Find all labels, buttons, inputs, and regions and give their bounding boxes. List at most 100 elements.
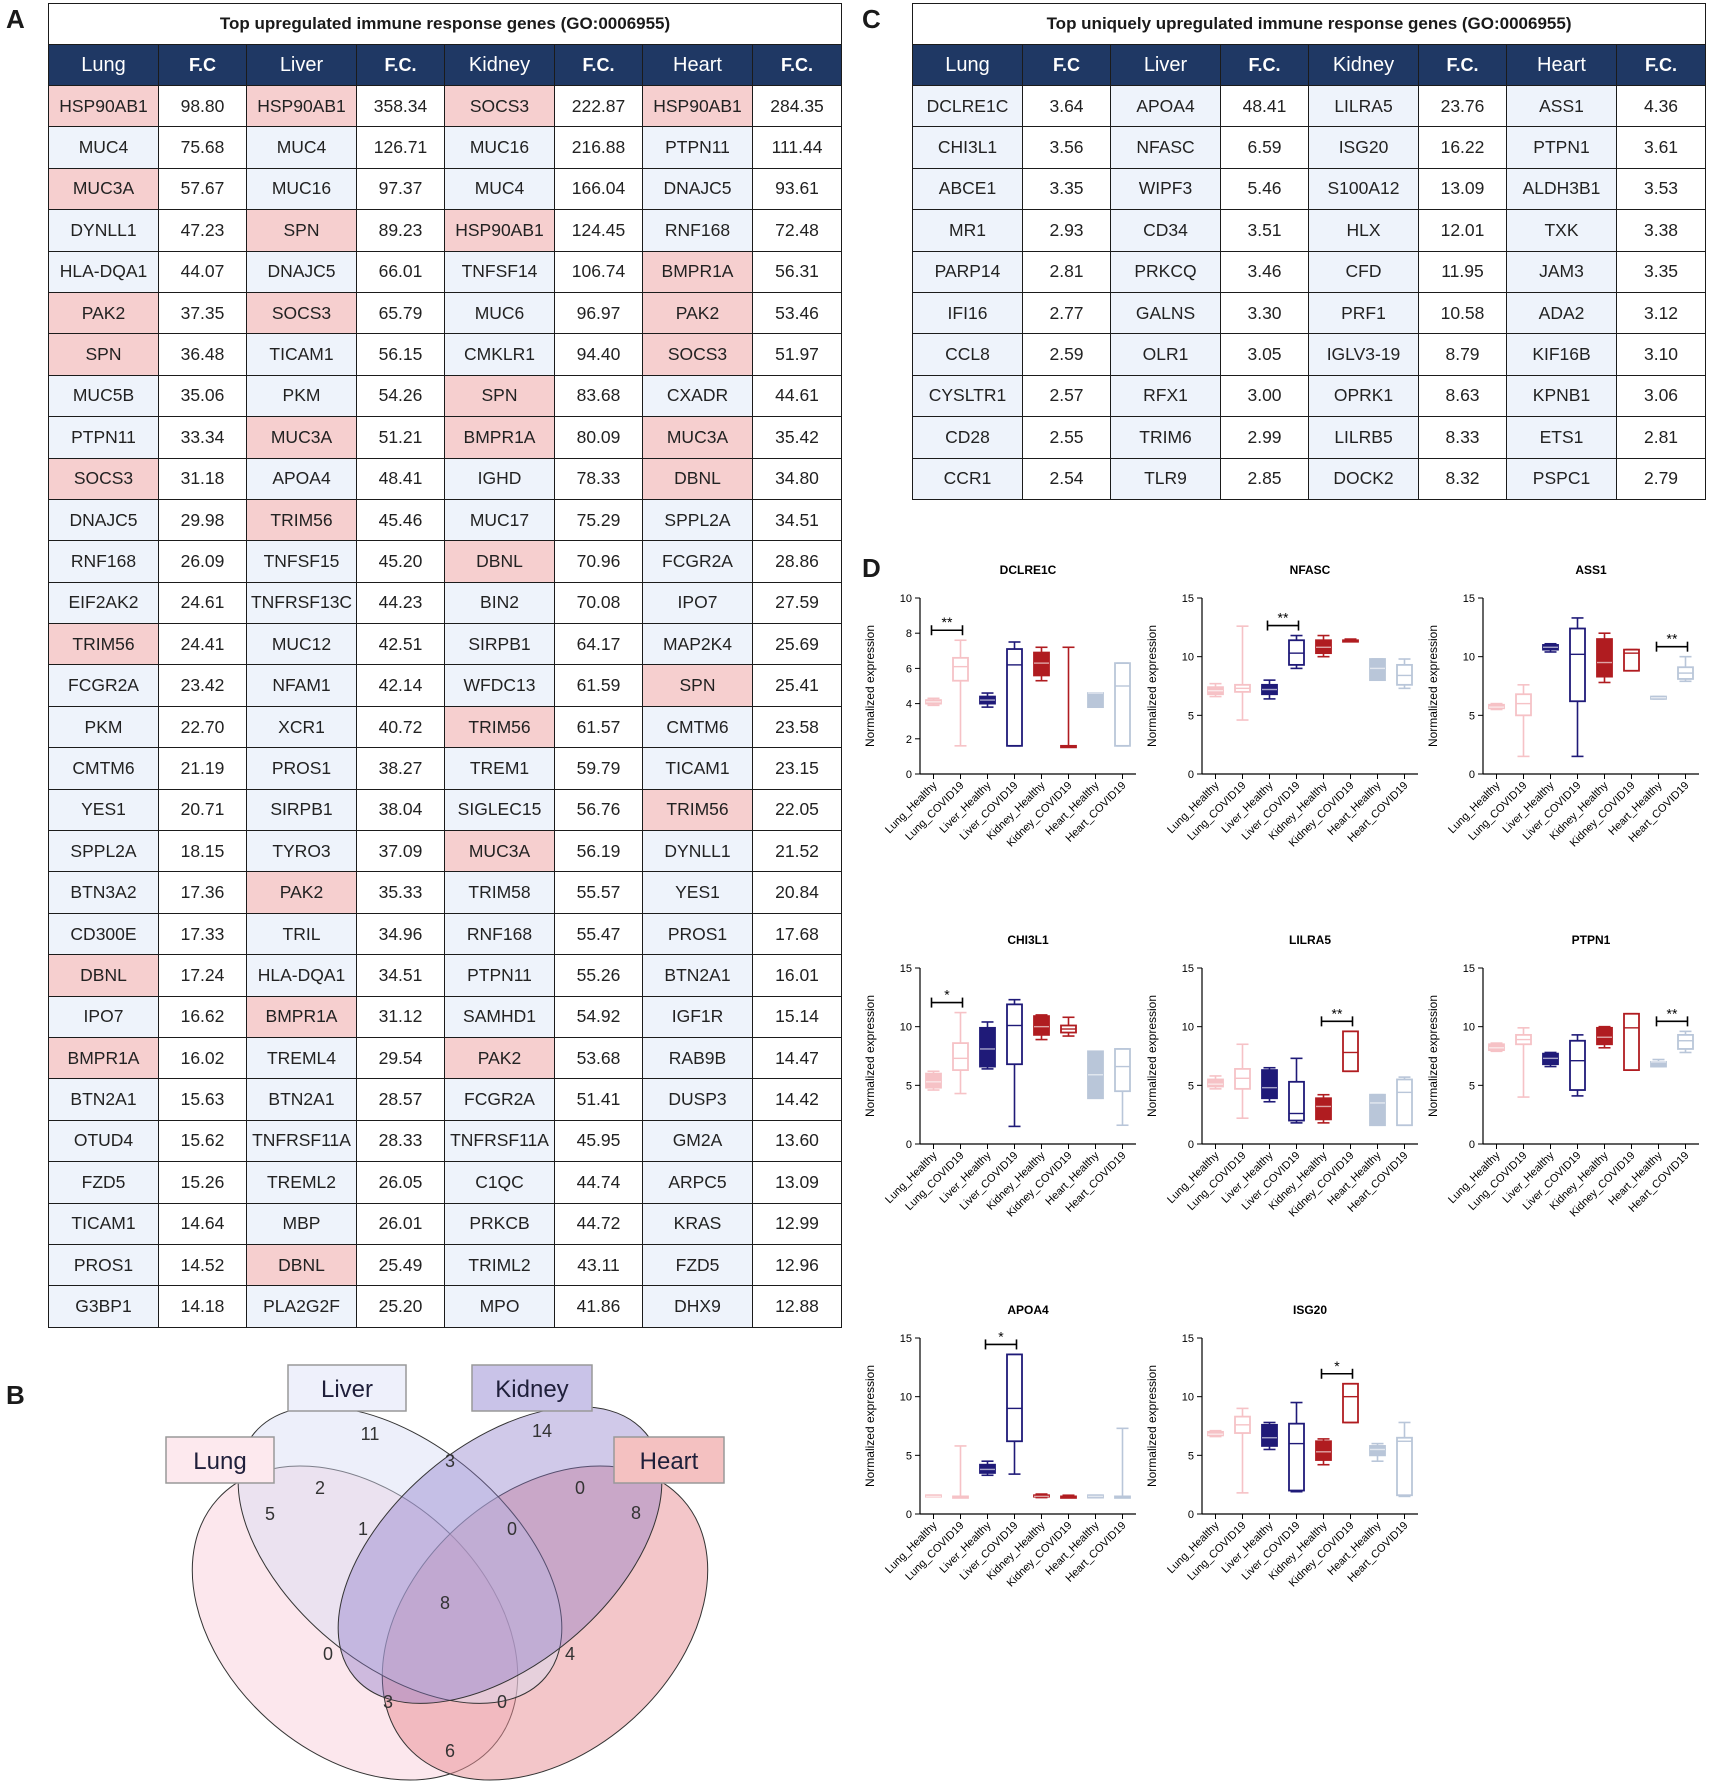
gene-cell: TNFRSF11A (246, 1119, 357, 1163)
fold-change-cell: 97.37 (356, 167, 445, 211)
box-liver-healthy (1261, 1066, 1278, 1103)
y-tick-label: 10 (1463, 652, 1475, 664)
fold-change-cell: 216.88 (554, 126, 643, 169)
plot-title: CHI3L1 (1007, 933, 1049, 947)
box-kidney-healthy (1315, 634, 1332, 658)
gene-cell-shared: SOCS3 (48, 457, 159, 500)
gene-cell: ASS1 (1506, 84, 1617, 128)
fold-change-cell: 35.42 (751, 416, 843, 459)
fold-change-cell: 3.64 (1022, 84, 1111, 128)
gene-cell: TNFRSF11A (444, 1119, 555, 1163)
y-tick-label: 15 (900, 1333, 912, 1345)
gene-cell: CD34 (1110, 209, 1221, 252)
gene-cell: IGF1R (642, 995, 753, 1038)
plot-title: ISG20 (1293, 1303, 1327, 1317)
fold-change-cell: 2.85 (1220, 457, 1309, 500)
col-header-heart: Heart (642, 44, 753, 86)
box-iqr (1006, 1003, 1023, 1066)
gene-cell: DNAJC5 (642, 167, 753, 211)
gene-cell-shared: MUC3A (48, 167, 159, 211)
fold-change-cell: 57.67 (158, 167, 247, 211)
box-heart-covid19 (1396, 1076, 1413, 1127)
fold-change-cell: 20.84 (751, 871, 843, 914)
gene-cell: CD28 (912, 416, 1023, 459)
gene-cell: SPPL2A (642, 498, 753, 542)
gene-cell: YES1 (48, 788, 159, 832)
fold-change-cell: 83.68 (554, 374, 643, 418)
table-row: SPN 36.48 TICAM1 56.15 CMKLR1 94.40 SOCS3 51.97 (48, 333, 843, 376)
gene-cell-shared: TRIM56 (246, 498, 357, 542)
fold-change-cell: 54.26 (356, 374, 445, 418)
y-tick-label: 15 (1182, 1333, 1194, 1345)
fold-change-cell: 61.59 (554, 664, 643, 707)
gene-cell: GM2A (642, 1119, 753, 1163)
table-row: FCGR2A 23.42 NFAM1 42.14 WFDC13 61.59 SPN 25.41 (48, 664, 843, 707)
y-tick-label: 5 (1469, 710, 1475, 722)
fold-change-cell: 56.76 (554, 788, 643, 832)
fold-change-cell: 93.61 (751, 167, 843, 211)
table-a-header: Lung F.C Liver F.C. Kidney F.C. Heart F.… (48, 44, 843, 86)
gene-cell: CHI3L1 (912, 126, 1023, 169)
y-tick-label: 0 (906, 769, 912, 781)
fold-change-cell: 24.61 (158, 581, 247, 625)
box-iqr (1006, 1353, 1023, 1443)
y-tick-label: 5 (1188, 1080, 1194, 1092)
y-tick-label: 0 (1188, 1139, 1194, 1151)
fold-change-cell: 40.72 (356, 705, 445, 749)
fold-change-cell: 21.52 (751, 830, 843, 873)
fold-change-cell: 13.09 (1418, 167, 1507, 211)
box-kidney-covid19 (1342, 1382, 1359, 1424)
significance-label: * (1334, 1358, 1340, 1374)
plot-title: ASS1 (1575, 563, 1607, 577)
y-tick-label: 10 (900, 593, 912, 605)
venn-label-heart: Heart (613, 1436, 725, 1484)
gene-cell-shared: BMPR1A (246, 995, 357, 1038)
fold-change-cell: 16.02 (158, 1036, 247, 1080)
col-header-heart: Heart (1506, 44, 1617, 86)
gene-cell: LILRA5 (1308, 84, 1419, 128)
fold-change-cell: 3.35 (1022, 167, 1111, 211)
fold-change-cell: 8.32 (1418, 457, 1507, 500)
venn-count-kidney-heart: 0 (575, 1478, 585, 1498)
table-row: CD28 2.55 TRIM6 2.99 LILRB5 8.33 ETS1 2.81 (912, 416, 1707, 459)
fold-change-cell: 4.36 (1615, 84, 1707, 128)
fold-change-cell: 25.41 (751, 664, 843, 707)
fold-change-cell: 3.38 (1615, 209, 1707, 252)
gene-cell-shared: TRIM56 (48, 623, 159, 666)
fold-change-cell: 51.21 (356, 416, 445, 459)
gene-cell: SIRPB1 (444, 623, 555, 666)
gene-cell-shared: MUC3A (444, 830, 555, 873)
fold-change-cell: 70.08 (554, 581, 643, 625)
gene-cell: PROS1 (48, 1243, 159, 1287)
gene-cell: TREM1 (444, 747, 555, 790)
fold-change-cell: 22.05 (751, 788, 843, 832)
gene-cell: PRF1 (1308, 291, 1419, 335)
fold-change-cell: 56.19 (554, 830, 643, 873)
gene-cell: IGLV3-19 (1308, 333, 1419, 376)
fold-change-cell: 2.55 (1022, 416, 1111, 459)
gene-cell: YES1 (642, 871, 753, 914)
col-header-liver: Liver (1110, 44, 1221, 86)
fold-change-cell: 2.54 (1022, 457, 1111, 500)
fold-change-cell: 166.04 (554, 167, 643, 211)
venn-label-kidney-text: Kidney (495, 1376, 568, 1403)
box-liver-covid19 (1569, 1034, 1586, 1097)
fold-change-cell: 45.95 (554, 1119, 643, 1163)
y-tick-label: 4 (906, 699, 912, 711)
box-iqr (1623, 648, 1640, 672)
fold-change-cell: 98.80 (158, 84, 247, 128)
gene-cell: KPNB1 (1506, 374, 1617, 418)
fold-change-cell: 22.70 (158, 705, 247, 749)
fold-change-cell: 23.42 (158, 664, 247, 707)
fold-change-cell: 89.23 (356, 209, 445, 252)
gene-cell: DOCK2 (1308, 457, 1419, 500)
box-liver-healthy (1542, 642, 1559, 653)
fold-change-cell: 45.46 (356, 498, 445, 542)
gene-cell: MUC12 (246, 623, 357, 666)
y-tick-label: 0 (1469, 769, 1475, 781)
fold-change-cell: 72.48 (751, 209, 843, 252)
